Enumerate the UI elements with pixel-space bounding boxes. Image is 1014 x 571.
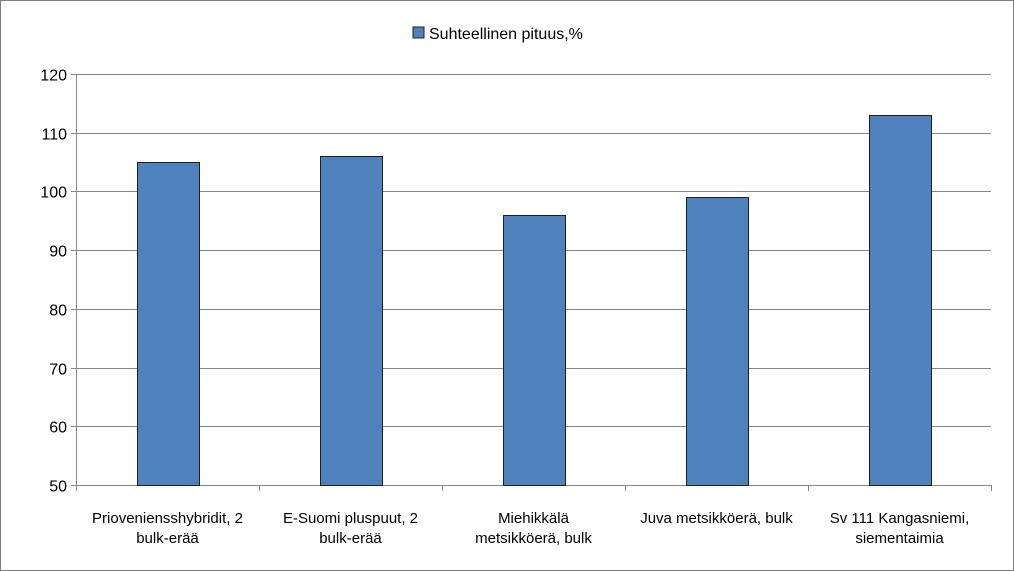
x-category-label: Miehikkälä metsikköerä, bulk (475, 510, 592, 547)
y-tick-label: 100 (40, 185, 67, 202)
x-category-label-line: metsikköerä, bulk (475, 530, 592, 547)
x-category-label-line: Miehikkälä (498, 510, 570, 527)
x-category-label: Prioveniensshybridit, 2 bulk-erää (92, 510, 243, 547)
bar-2 (320, 156, 383, 486)
legend-swatch (412, 26, 425, 39)
x-category-label: Sv 111 Kangasniemi, siementaimia (830, 510, 970, 547)
y-tick-label: 120 (40, 68, 67, 85)
bar-3 (503, 215, 566, 486)
y-tick-label: 50 (49, 479, 67, 496)
x-category-label-line: Sv 111 Kangasniemi, (830, 510, 970, 527)
x-category-label-line: E-Suomi pluspuut, 2 (283, 510, 418, 527)
y-tick-label: 110 (41, 127, 67, 144)
x-category-labels: Prioveniensshybridit, 2 bulk-erääE-Suomi … (92, 510, 969, 547)
x-category-label: E-Suomi pluspuut, 2 bulk-erää (283, 510, 418, 547)
y-tick-labels: 50 60 70 80 90 100 110 120 (40, 68, 67, 496)
legend: Suhteellinen pituus,% (412, 26, 583, 43)
y-tick-label: 80 (49, 303, 67, 320)
bar-4 (686, 197, 749, 486)
bars (137, 115, 932, 486)
x-category-label-line: bulk-erää (319, 530, 382, 547)
x-category-label-line: Prioveniensshybridit, 2 (92, 510, 243, 527)
y-tick-label: 90 (49, 244, 67, 261)
x-category-label-line: siementaimia (855, 530, 944, 547)
y-tick-label: 60 (49, 420, 67, 437)
x-category-label-line: bulk-erää (136, 530, 199, 547)
y-tick-label: 70 (49, 362, 67, 379)
bar-1 (137, 162, 200, 486)
x-category-label-line: Juva metsikköerä, bulk (640, 510, 793, 527)
x-category-label: Juva metsikköerä, bulk (640, 510, 793, 527)
bar-5 (869, 115, 932, 486)
legend-label: Suhteellinen pituus,% (429, 26, 583, 43)
